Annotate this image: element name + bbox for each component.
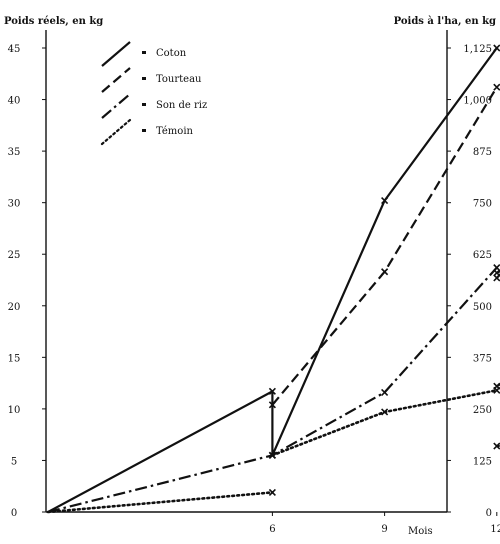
- y-tick-label-left: 15: [8, 353, 21, 364]
- y-tick-label-left: 5: [11, 456, 17, 467]
- y-tick-label-left: 20: [8, 302, 21, 313]
- series-line-coton: [47, 47, 498, 513]
- y-tick-label-left: 25: [8, 250, 21, 261]
- y-tick-label-left: 35: [8, 147, 21, 158]
- y-tick-label-right: 1,125: [463, 44, 492, 55]
- legend-marker-tourteau: [142, 77, 146, 80]
- x-tick-label: 6: [269, 524, 275, 535]
- data-point-coton: [493, 269, 500, 277]
- y-tick-label-right: 500: [473, 302, 492, 313]
- y-tick-label-right: 875: [473, 147, 492, 158]
- y-tick-label-left: 40: [8, 96, 21, 107]
- tick-labels: 0 5 10 15 20 25 30 35 40 45 0 125 250 375 500 625 750 875…: [8, 44, 500, 535]
- y-tick-label-right: 250: [473, 405, 492, 416]
- y-tick-label-left: 45: [8, 44, 21, 55]
- legend-label-temoin: Témoin: [156, 126, 194, 137]
- data-point-coton: [381, 197, 389, 205]
- data-point-coton: [493, 44, 500, 52]
- data-point-temoin: [493, 386, 500, 394]
- series-line-tourteau: [271, 86, 498, 406]
- series-line-temoin: [271, 388, 499, 457]
- series-line-temoin: [46, 491, 274, 514]
- y-tick-label-right: 0: [486, 508, 492, 519]
- y-axis-title-left: Poids réels, en kg: [4, 16, 103, 27]
- data-point-son-de-riz: [493, 264, 500, 272]
- y-tick-label-left: 10: [8, 405, 21, 416]
- legend-marker-temoin: [142, 129, 146, 132]
- y-axis-title-right: Poids à l'ha, en kg: [394, 16, 496, 27]
- legend: Coton Tourteau Son de riz Témoin: [100, 41, 207, 146]
- y-tick-label-right: 750: [473, 199, 492, 210]
- x-axis-title: Mois: [408, 526, 433, 537]
- data-point-temoin: [268, 451, 276, 459]
- data-point-tourteau: [381, 268, 389, 276]
- y-tick-label-right: 125: [473, 456, 492, 467]
- y-tick-label-right: 375: [473, 353, 492, 364]
- legend-swatch-coton: [101, 41, 131, 67]
- y-tick-label-left: 30: [8, 199, 21, 210]
- legend-swatch-son-de-riz: [101, 93, 131, 119]
- data-point-son-de-riz: [381, 388, 389, 396]
- data-point-tourteau: [268, 401, 276, 409]
- x-tick-label: 9: [381, 524, 387, 535]
- legend-swatch-tourteau: [101, 67, 131, 93]
- data-point-coton: [268, 387, 276, 395]
- y-tick-label-left: 0: [11, 508, 17, 519]
- data-point-temoin: [381, 408, 389, 416]
- x-tick-label: 12: [490, 524, 500, 535]
- legend-swatch-temoin: [100, 118, 132, 146]
- legend-marker-coton: [142, 51, 146, 54]
- legend-label-coton: Coton: [156, 48, 187, 59]
- data-point-tourteau: [493, 83, 500, 91]
- data-point-tourteau: [493, 274, 500, 282]
- legend-label-tourteau: Tourteau: [156, 74, 202, 85]
- data-markers: [268, 44, 500, 496]
- series-lines: [46, 47, 500, 514]
- y-tick-label-right: 1,000: [463, 96, 492, 107]
- series-line-son-de-riz: [47, 266, 498, 514]
- legend-label-son-de-riz: Son de riz: [156, 100, 207, 111]
- data-point-temoin: [493, 442, 500, 450]
- axes: [42, 30, 498, 516]
- data-point-temoin: [268, 488, 276, 496]
- y-tick-label-right: 625: [473, 250, 492, 261]
- legend-marker-son-de-riz: [142, 103, 146, 106]
